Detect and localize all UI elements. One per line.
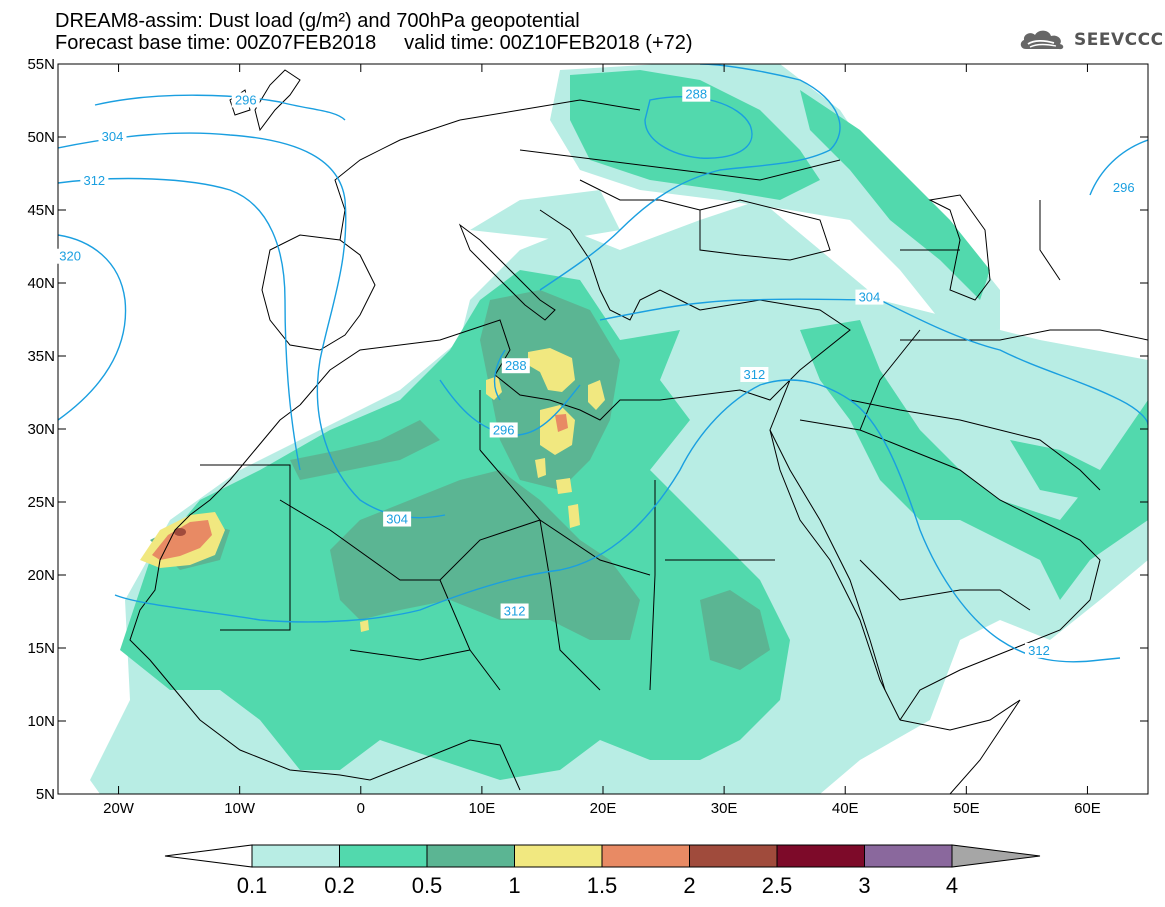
colorbar-swatch <box>689 844 778 868</box>
contour-label: 312 <box>504 604 526 619</box>
colorbar-label: 2.5 <box>762 873 793 898</box>
contour-label: 304 <box>386 512 408 527</box>
colorbar-under-triangle <box>164 844 253 868</box>
lat-tick-label: 30N <box>27 421 55 438</box>
contour-label: 304 <box>102 129 124 144</box>
contour-label: 296 <box>235 93 257 108</box>
contour-label-background <box>682 86 711 102</box>
contour-288-north <box>644 96 753 159</box>
colorbar-swatch <box>339 844 428 868</box>
contour-label: 296 <box>1113 180 1135 195</box>
dust-load-shading <box>90 64 1148 794</box>
contour-label: 288 <box>505 358 527 373</box>
coastlines-borders <box>129 69 1148 794</box>
lat-tick-label: 15N <box>27 640 55 657</box>
lon-tick-label: 10W <box>224 800 256 817</box>
lat-tick-label: 40N <box>27 275 55 292</box>
contour-label-background <box>501 358 530 374</box>
colorbar-swatch <box>776 844 865 868</box>
contour-label-background <box>1025 642 1053 658</box>
lat-tick-label: 20N <box>27 567 55 584</box>
contour-label-background <box>98 129 127 144</box>
contour-label: 288 <box>685 87 707 102</box>
colorbar-label: 0.1 <box>237 873 268 898</box>
lon-tick-label: 50E <box>953 800 980 817</box>
contour-label: 296 <box>493 422 515 437</box>
contour-296-west <box>94 94 346 121</box>
logo-text: SEEVCCC <box>1074 30 1164 50</box>
contour-label: 320 <box>59 249 81 264</box>
contour-label: 312 <box>83 173 105 188</box>
lat-tick-label: 25N <box>27 494 55 511</box>
lon-tick-label: 10E <box>469 800 496 817</box>
colorbar: 0.1 0.2 0.5 1 1.5 2 2.5 3 4 <box>164 844 1041 898</box>
contour-304-east <box>599 298 1148 426</box>
colorbar-over-triangle <box>951 844 1041 868</box>
lat-tick-label: 50N <box>27 129 55 146</box>
colorbar-label: 1.5 <box>587 873 618 898</box>
contour-296-north <box>539 64 841 291</box>
colorbar-label: 4 <box>946 873 958 898</box>
contour-label: 312 <box>1028 643 1050 658</box>
lat-tick-label: 10N <box>27 713 55 730</box>
contour-304-west <box>58 132 446 519</box>
contour-label-background <box>56 248 85 264</box>
colorbar-label: 0.2 <box>324 873 355 898</box>
colorbar-swatch <box>426 844 515 868</box>
contour-label-background <box>500 603 529 619</box>
geopotential-contours <box>58 64 1148 663</box>
lon-tick-label: 20W <box>103 800 135 817</box>
contour-296-east <box>1089 139 1148 196</box>
contour-labels: 296 304 312 320 288 296 304 312 288 296 304 312 312 <box>56 86 1138 658</box>
contour-label-background <box>489 422 518 438</box>
lon-tick-label: 40E <box>832 800 859 817</box>
cloud-logo-icon <box>1020 30 1064 50</box>
colorbar-label: 1 <box>508 873 520 898</box>
lon-tick-label: 30E <box>711 800 738 817</box>
dust-band-2 <box>174 528 186 536</box>
colorbar-swatch <box>251 844 340 868</box>
contour-320-west <box>58 234 127 421</box>
colorbar-label: 0.5 <box>412 873 443 898</box>
contour-label-background <box>1109 180 1138 196</box>
lat-tick-label: 35N <box>27 348 55 365</box>
lat-tick-label: 5N <box>36 786 55 803</box>
contour-label-background <box>855 289 884 305</box>
contour-label-background <box>231 92 260 108</box>
contour-312-mid <box>114 379 1121 663</box>
dust-band-1.5 <box>152 414 568 560</box>
contour-label-background <box>80 172 109 188</box>
contour-288-sahara <box>493 349 506 401</box>
lon-tick-label: 20E <box>590 800 617 817</box>
lon-tick-label: 60E <box>1074 800 1101 817</box>
colorbar-label: 3 <box>858 873 870 898</box>
colorbar-swatch <box>864 844 953 868</box>
map-axes: 20W 10W 0 10E 20E 30E 40E 50E 60E 55N 50N 45N 40N 35N… <box>27 56 1148 817</box>
colorbar-swatch <box>514 844 603 868</box>
lon-tick-label: 0 <box>357 800 365 817</box>
contour-label: 304 <box>859 290 881 305</box>
lat-tick-label: 45N <box>27 202 55 219</box>
colorbar-swatch <box>601 844 690 868</box>
lat-tick-label: 55N <box>27 56 55 73</box>
contour-label-background <box>383 511 412 527</box>
title-line-1: DREAM8-assim: Dust load (g/m²) and 700hP… <box>55 10 580 32</box>
contour-312-west <box>58 177 301 471</box>
contour-label: 312 <box>744 367 766 382</box>
contour-label-background <box>740 366 769 382</box>
title-line-2: Forecast base time: 00Z07FEB2018 valid t… <box>55 32 693 54</box>
seevccc-logo: SEEVCCC <box>1018 28 1164 52</box>
colorbar-label: 2 <box>683 873 695 898</box>
